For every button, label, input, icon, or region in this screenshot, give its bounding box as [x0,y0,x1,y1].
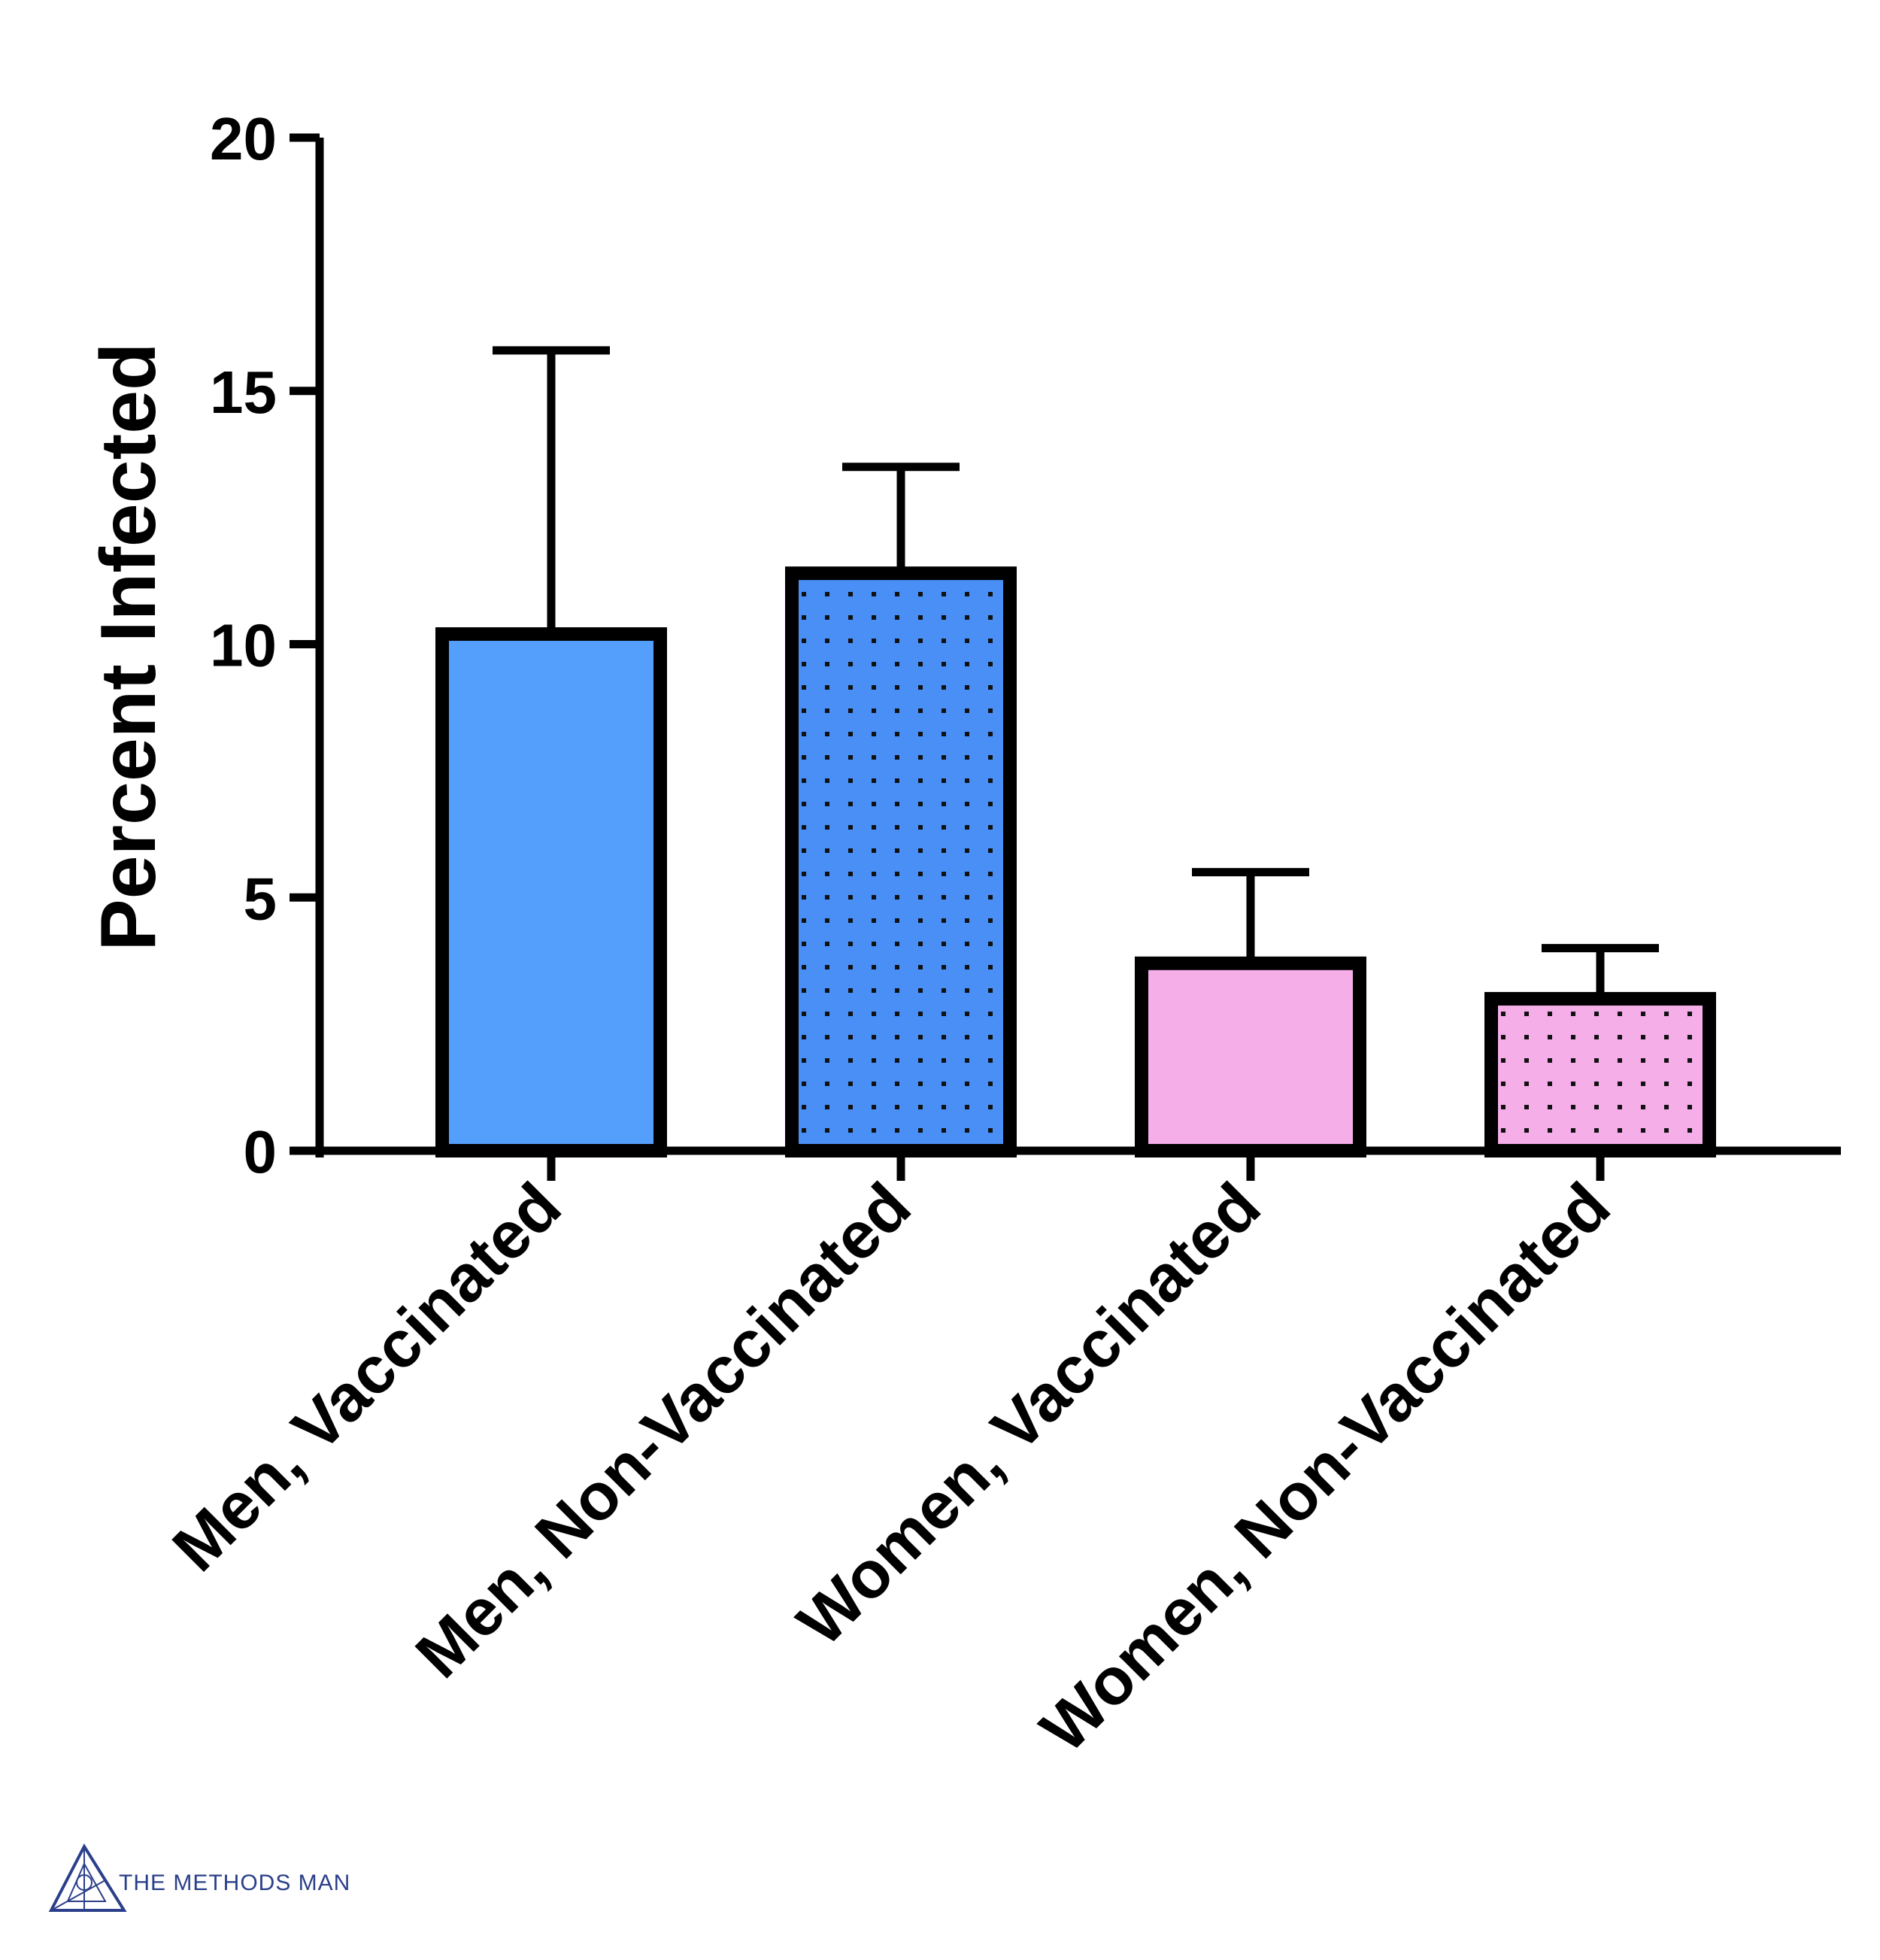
bar [1484,991,1716,1157]
triangle-logo-icon [48,1843,127,1912]
x-category-label: Men, Vaccinated [158,1168,575,1585]
watermark-logo: THE METHODS MAN [48,1843,350,1912]
y-axis-title: Percent Infected [85,342,172,951]
bar [785,566,1017,1157]
y-tick-label: 5 [244,865,277,932]
x-category-label: Women, Non-Vaccinated [1026,1168,1624,1766]
y-tick-label: 10 [210,612,277,679]
watermark-text: THE METHODS MAN [119,1870,350,1895]
y-tick-label: 0 [244,1118,277,1185]
y-tick-label: 20 [210,105,277,172]
y-tick-label: 15 [210,359,277,426]
bar [435,627,667,1157]
bar [1135,956,1366,1158]
